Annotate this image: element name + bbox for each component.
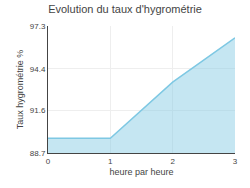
svg-text:91.6: 91.6 <box>30 106 46 115</box>
svg-text:heure par heure: heure par heure <box>109 167 173 177</box>
svg-text:Taux hygrométrie %: Taux hygrométrie % <box>15 50 25 130</box>
svg-text:97.3: 97.3 <box>30 22 46 31</box>
svg-text:3: 3 <box>233 157 238 166</box>
svg-text:0: 0 <box>46 157 51 166</box>
svg-text:Evolution du taux d'hygrométri: Evolution du taux d'hygrométrie <box>48 3 202 15</box>
svg-text:2: 2 <box>170 157 175 166</box>
svg-text:88.7: 88.7 <box>30 149 46 158</box>
svg-text:1: 1 <box>108 157 113 166</box>
svg-text:94.4: 94.4 <box>30 65 46 74</box>
